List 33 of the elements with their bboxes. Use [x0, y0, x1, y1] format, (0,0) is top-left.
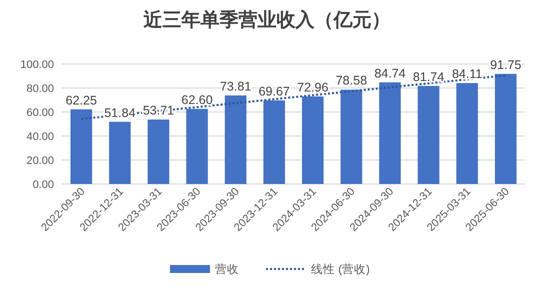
data-label: 73.81: [220, 79, 252, 94]
legend-label: 线性 (营收): [311, 263, 370, 276]
y-tick-label: 60.00: [26, 107, 54, 119]
bar: [494, 74, 517, 184]
data-label: 62.60: [181, 92, 213, 107]
chart-title: 近三年单季营业收入（亿元）: [142, 9, 390, 31]
bar: [186, 108, 208, 184]
y-tick-label: 20.00: [26, 155, 54, 167]
data-label: 84.11: [452, 67, 482, 82]
data-label: 91.75: [490, 58, 522, 72]
data-label: 78.58: [336, 74, 368, 88]
data-label: 72.96: [297, 80, 328, 94]
bar: [456, 83, 478, 184]
legend-label: 营收: [215, 263, 239, 276]
bar: [70, 109, 92, 184]
data-label: 84.74: [374, 66, 406, 80]
y-tick-label: 80.00: [26, 83, 54, 95]
bar: [109, 122, 131, 184]
y-tick-label: 100.00: [20, 59, 54, 71]
bar: [302, 96, 324, 184]
bar: [148, 120, 170, 184]
data-label: 81.74: [412, 70, 444, 84]
bar: [418, 86, 440, 184]
data-label: 51.84: [104, 106, 136, 120]
data-label: 69.67: [258, 84, 290, 98]
bar: [224, 95, 246, 184]
bar: [340, 90, 362, 184]
y-tick-label: 0.00: [32, 179, 54, 191]
data-label: 53.71: [142, 104, 174, 118]
y-tick-label: 40.00: [26, 131, 54, 143]
bar: [379, 82, 401, 184]
bar: [263, 100, 286, 184]
data-label: 62.25: [66, 93, 97, 108]
